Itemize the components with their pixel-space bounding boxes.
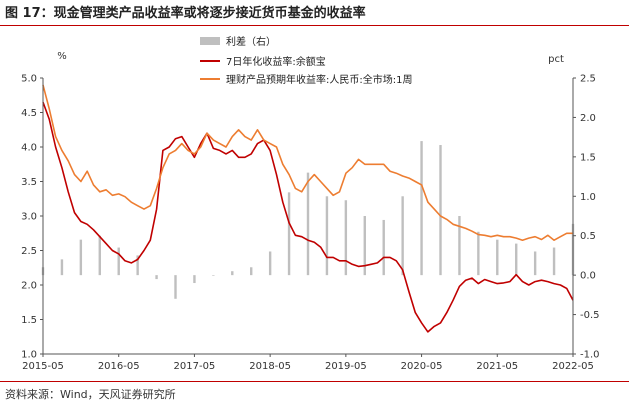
spread-bar [552,247,556,276]
left-tick-label: 3.0 [21,212,37,223]
right-axis-unit: pct [548,54,564,65]
spread-bar [420,141,423,276]
left-tick-label: 1.0 [21,350,37,361]
spread-bar [477,231,480,276]
spread-bar [250,267,253,276]
right-tick-label: 0.5 [580,231,596,242]
left-tick-label: 3.5 [21,177,37,188]
right-tick-label: 0.0 [580,271,596,282]
spread-bar [231,271,234,276]
spread-bar [212,275,215,276]
spread-bar [193,275,196,284]
spread-bar [382,219,385,276]
right-tick-label: 2.0 [580,113,596,124]
spread-bar [401,196,404,276]
source-divider [0,381,629,382]
x-tick-label: 2019-05 [325,361,367,372]
spread-bar [533,251,537,276]
spread-bar [325,196,329,276]
spread-bar [174,275,177,299]
left-tick-label: 5.0 [21,74,37,85]
spread-bar [155,275,158,280]
x-tick-label: 2017-05 [174,361,216,372]
left-tick-label: 4.0 [21,143,37,154]
x-tick-label: 2016-05 [98,361,140,372]
source-note: 资料来源：Wind，天风证券研究所 [5,388,176,401]
spread-bar [363,216,366,276]
spread-bar [117,247,120,276]
chart: 1.0 1.5 2.0 2.5 3.0 3.5 4.0 4.5 5.0 -1.0 -0.5 0.0 0.… [21,35,599,372]
spread-bar [79,239,83,276]
x-tick-label: 2015-05 [22,361,64,372]
chart-axes: 1.0 1.5 2.0 2.5 3.0 3.5 4.0 4.5 5.0 -1.0 -0.5 0.0 0.… [21,51,599,372]
spread-bar [287,192,291,276]
spread-bar [98,235,101,276]
spread-bar [60,259,64,276]
wealth-product-yield-line [42,84,573,241]
left-tick-label: 1.5 [21,315,37,326]
left-tick-label: 4.5 [21,108,37,119]
spread-bar [439,145,442,276]
left-axis-unit: % [57,51,67,62]
x-tick-label: 2022-05 [552,361,594,372]
spread-bar [458,216,461,276]
x-tick-label: 2018-05 [249,361,291,372]
title-divider [0,25,629,26]
spread-bars [41,141,575,299]
right-tick-label: 1.0 [580,192,596,203]
legend-swatch-spread [200,37,220,45]
spread-bar [136,255,139,276]
spread-bar [268,251,272,276]
figure-title: 图 17：现金管理类产品收益率或将逐步接近货币基金的收益率 [5,6,366,21]
right-tick-label: -0.5 [580,310,600,321]
legend-label-yuebao: 7日年化收益率:余额宝 [226,55,326,68]
legend-label-spread: 利差（右） [226,35,276,48]
spread-bar [306,172,310,276]
legend-label-wealth: 理财产品预期年收益率:人民币:全市场:1周 [226,73,412,86]
chart-lines [42,84,574,333]
spread-bar [344,200,348,276]
spread-bar [515,243,518,276]
yuebao-yield-line [42,101,574,333]
right-tick-label: 2.5 [580,74,596,85]
right-tick-label: 1.5 [580,152,596,163]
x-tick-label: 2020-05 [401,361,443,372]
left-tick-label: 2.5 [21,246,37,257]
left-tick-label: 2.0 [21,281,37,292]
right-tick-label: -1.0 [580,350,600,361]
x-tick-label: 2021-05 [476,361,518,372]
spread-bar [496,239,499,276]
